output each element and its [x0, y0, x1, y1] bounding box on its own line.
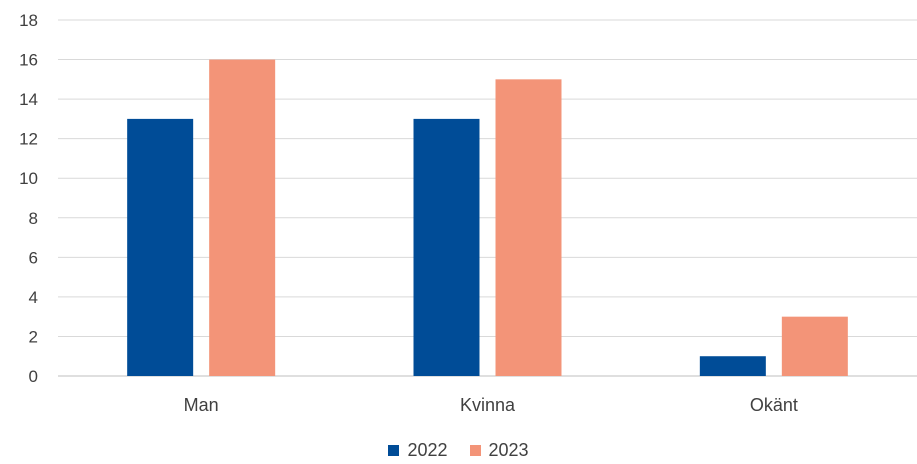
y-tick-label: 2	[29, 327, 38, 346]
y-tick-label: 8	[29, 209, 38, 228]
legend-item-2022: 2022	[388, 440, 448, 461]
y-tick-label: 12	[19, 130, 38, 149]
legend-label-2023: 2023	[488, 440, 529, 460]
legend-swatch-2022	[388, 445, 400, 456]
x-category-label: Man	[184, 395, 219, 415]
bar-2022-kvinna	[413, 118, 480, 376]
bar-2022-man	[127, 118, 194, 376]
y-tick-label: 18	[19, 11, 38, 30]
y-tick-label: 14	[19, 90, 38, 109]
y-tick-label: 6	[29, 248, 38, 267]
bar-2022-okänt	[699, 356, 766, 376]
bar-2023-kvinna	[495, 79, 562, 376]
legend-label-2022: 2022	[407, 440, 448, 460]
bar-2023-man	[209, 59, 276, 377]
x-category-label: Kvinna	[460, 395, 516, 415]
legend-swatch-2023	[469, 445, 481, 456]
y-tick-label: 0	[29, 367, 38, 386]
legend-item-2023: 2023	[469, 440, 529, 461]
bar-2023-okänt	[781, 316, 848, 376]
x-category-label: Okänt	[750, 395, 798, 415]
y-tick-label: 16	[19, 51, 38, 70]
y-tick-label: 4	[29, 288, 38, 307]
y-tick-label: 10	[19, 169, 38, 188]
legend: 2022 2023	[0, 440, 917, 461]
